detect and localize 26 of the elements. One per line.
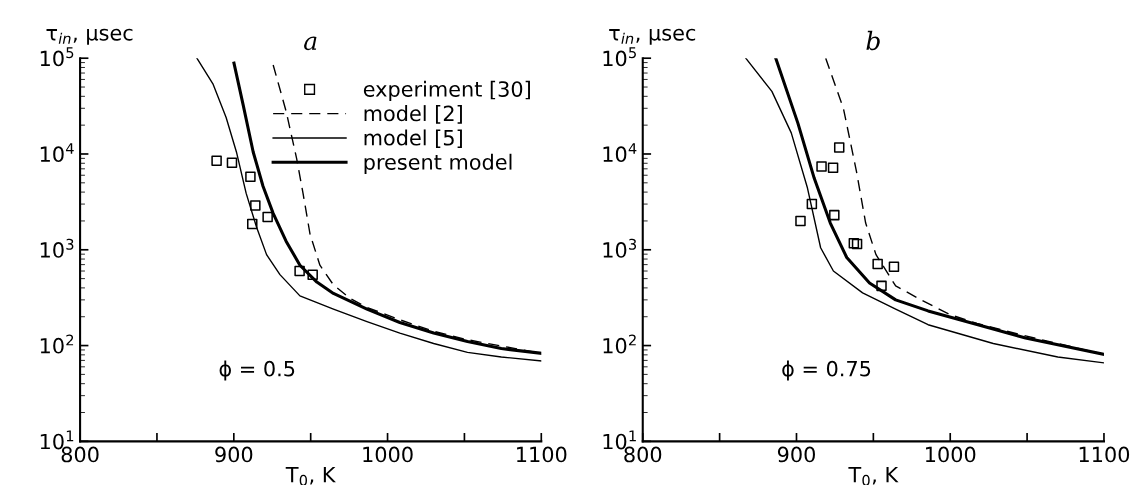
annotation: ϕ = 0.5 xyxy=(219,360,295,381)
y-axis-title: τ$_{in}$, μsec xyxy=(46,28,133,45)
legend-label: model [2] xyxy=(364,105,462,124)
x-tick-label: 1100 xyxy=(1079,446,1130,463)
legend-label: experiment [30] xyxy=(363,80,530,101)
x-tick-label: 1000 xyxy=(363,446,413,463)
x-tick-label: 900 xyxy=(777,446,815,463)
x-tick-label: 1000 xyxy=(926,446,976,463)
x-tick-label: 900 xyxy=(215,446,253,463)
x-tick-label: 1100 xyxy=(517,446,567,463)
y-axis-title: τ$_{in}$, μsec xyxy=(609,28,696,45)
y-tick-label: 10$^{2}$ xyxy=(40,334,74,354)
chart-title: a xyxy=(304,36,317,51)
y-tick-label: 10$^{2}$ xyxy=(603,334,636,354)
legend-label: present model xyxy=(364,153,512,174)
y-tick-label: 10$^{4}$ xyxy=(603,143,637,163)
x-axis-title: T$_{0}$, K xyxy=(848,467,899,485)
y-tick-label: 10$^{5}$ xyxy=(603,47,636,67)
x-axis-title: T$_{0}$, K xyxy=(285,467,336,485)
legend-label: model [5] xyxy=(364,129,462,149)
annotation: ϕ = 0.75 xyxy=(782,360,871,381)
y-tick-label: 10$^{5}$ xyxy=(40,47,74,67)
chart-title: b xyxy=(866,30,880,51)
y-tick-label: 10$^{4}$ xyxy=(40,143,74,163)
y-tick-label: 10$^{3}$ xyxy=(603,238,637,258)
y-tick-label: 10$^{3}$ xyxy=(40,238,74,258)
